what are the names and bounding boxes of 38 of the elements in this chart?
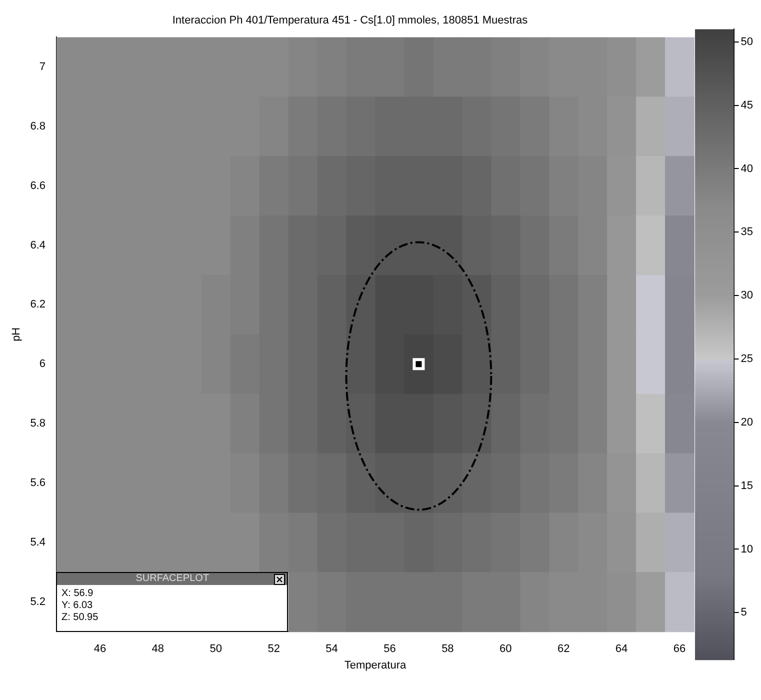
annotation: X: 56.9: [61, 588, 94, 600]
x-tick-label: 64: [615, 643, 628, 656]
x-tick-label: 46: [94, 643, 106, 656]
annotation: Z: 50.95: [61, 612, 100, 624]
y-tick-label: 7: [39, 60, 46, 73]
color-bar-label: 30: [740, 290, 754, 302]
x-tick-label: 62: [557, 643, 570, 656]
color-bar-label: 40: [740, 162, 754, 175]
x-tick-label: 56: [384, 643, 396, 656]
x-tick-label: 50: [210, 643, 222, 656]
color-bar-label: 20: [740, 416, 754, 428]
color-bar-label: 50: [740, 36, 754, 48]
color-bar-label: 5: [740, 606, 747, 619]
x-tick-label: 52: [268, 643, 280, 656]
color-bar-label: 15: [740, 480, 754, 492]
x-tick-label: 60: [500, 643, 512, 656]
color-bar-label: 10: [740, 543, 754, 556]
y-axis-title: pH: [10, 327, 23, 342]
x-tick-label: 48: [152, 643, 164, 656]
y-tick-label: 6.4: [30, 239, 46, 252]
y-tick-label: 5.6: [30, 477, 46, 490]
x-axis-title: Temperatura: [344, 659, 407, 672]
x-tick-label: 66: [673, 643, 686, 656]
y-tick-label: 5.2: [30, 596, 46, 608]
y-tick-label: 5.4: [30, 536, 46, 548]
y-tick-label: 5.8: [30, 418, 46, 430]
annotation: SURFACEPLOT: [136, 573, 210, 584]
color-bar-label: 35: [740, 226, 754, 238]
x-tick-label: 58: [442, 643, 454, 656]
x-tick-label: 54: [326, 643, 338, 656]
color-bar-label: 25: [740, 353, 754, 366]
y-tick-label: 6: [39, 358, 46, 370]
y-tick-label: 6.6: [30, 180, 46, 192]
annotation: Y: 6.03: [61, 600, 94, 612]
color-bar-label: 45: [740, 99, 754, 112]
y-tick-label: 6.8: [30, 120, 46, 132]
chart-title: Interaccion Ph 401/Temperatura 451 - Cs[1.0] mmoles, 180851 Muestras: [172, 14, 528, 27]
y-tick-label: 6.2: [30, 298, 46, 311]
